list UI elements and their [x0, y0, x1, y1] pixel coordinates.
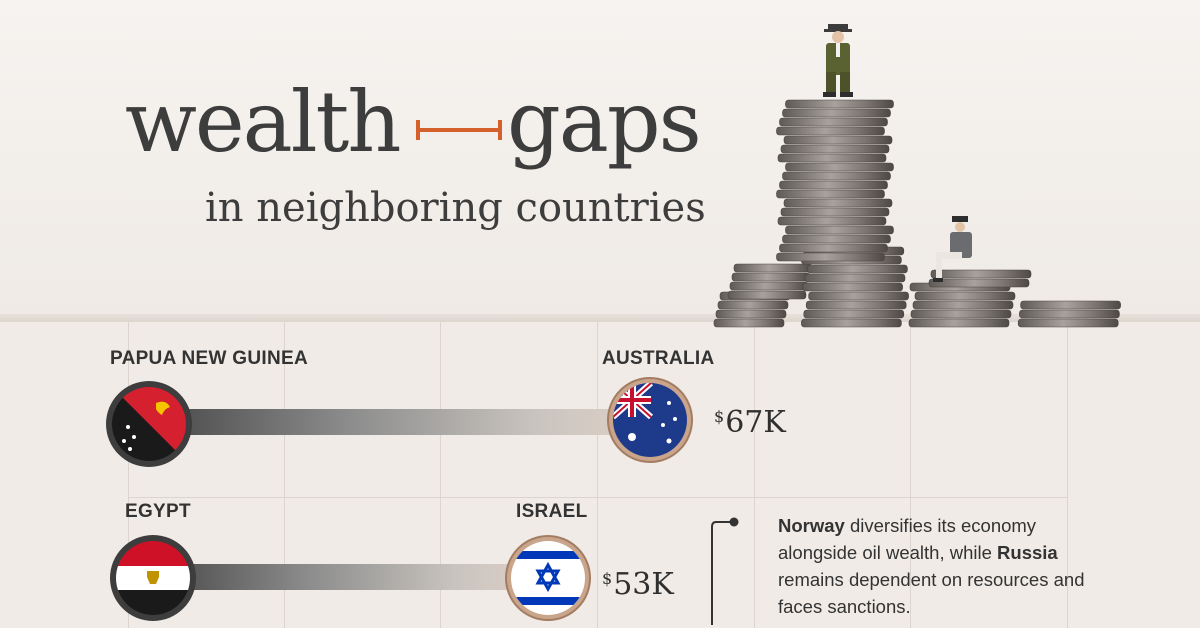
coin-layer	[731, 272, 811, 282]
coin-layer	[910, 309, 1012, 319]
egypt-flag-icon	[110, 535, 196, 621]
grid-line	[910, 320, 911, 628]
coin-layer	[785, 225, 894, 235]
israel-flag-icon	[505, 535, 591, 621]
coin-layer	[785, 162, 894, 172]
coin-layer	[808, 291, 909, 301]
coin-layer	[908, 318, 1010, 328]
coin-layer	[1017, 318, 1119, 328]
note-bold-russia: Russia	[997, 542, 1058, 563]
grid-line	[754, 320, 755, 628]
coin-layer	[783, 135, 893, 145]
businessman-figure-icon	[823, 24, 853, 97]
low-country-label: PAPUA NEW GUINEA	[110, 348, 308, 369]
high-country-label: ISRAEL	[516, 501, 588, 522]
gap-bracket-icon	[416, 120, 502, 140]
note-text: remains dependent on resources and faces…	[778, 569, 1085, 617]
coin-layer	[782, 108, 891, 118]
coin-layer	[801, 318, 902, 328]
title-word-gaps: gaps	[507, 73, 702, 171]
coin-layer	[782, 234, 891, 244]
coin-layer	[777, 153, 887, 163]
coin-layer	[717, 300, 789, 310]
coin-layer	[803, 309, 905, 319]
coin-layer	[782, 171, 891, 181]
coin-layer	[780, 144, 890, 154]
coin-layer	[912, 300, 1014, 310]
coin-layer	[1019, 309, 1120, 319]
note-text: diversifies its economy alongside oil we…	[778, 515, 1037, 563]
coin-layer	[776, 189, 885, 199]
low-country-label: EGYPT	[125, 501, 191, 522]
grid-line	[440, 320, 441, 628]
coin-layer	[777, 216, 887, 226]
grid-line	[128, 497, 1068, 498]
chart-subtitle: in neighboring countries	[205, 185, 706, 231]
coin-layer	[928, 278, 1030, 288]
note-bold-norway: Norway	[778, 515, 845, 536]
shelf-divider	[0, 314, 1200, 322]
seated-figure-icon	[933, 216, 972, 282]
coin-layer	[776, 252, 885, 262]
grid-line	[128, 320, 129, 628]
gap-value-label: $53K	[602, 567, 674, 602]
chart-title: wealth gaps	[125, 72, 725, 172]
coin-layer	[914, 291, 1016, 301]
australia-flag-icon	[607, 377, 693, 463]
coin-layer	[713, 318, 785, 328]
gap-bar	[160, 564, 530, 590]
gap-value-label: $67K	[714, 405, 786, 440]
coin-layer	[779, 117, 888, 127]
coin-layer	[715, 309, 787, 319]
coin-layer	[785, 99, 894, 109]
coin-layer	[805, 300, 907, 310]
coin-layer	[930, 269, 1032, 279]
coin-layer	[807, 264, 908, 274]
coin-stacks-illustration	[713, 24, 1121, 328]
annotation-note: Norway diversifies its economy alongside…	[778, 512, 1098, 620]
header-backdrop	[0, 0, 1200, 320]
callout-connector	[711, 517, 739, 625]
coin-layer	[779, 180, 888, 190]
coin-layer	[727, 290, 807, 300]
grid-line	[284, 320, 285, 628]
coin-layer	[780, 207, 890, 217]
title-word-wealth: wealth	[125, 73, 401, 171]
coin-layer	[733, 263, 813, 273]
papua-new-guinea-flag-icon	[106, 381, 192, 467]
coin-layer	[779, 243, 888, 253]
coin-layer	[776, 126, 885, 136]
grid-line	[1067, 320, 1068, 628]
high-country-label: AUSTRALIA	[602, 348, 715, 369]
coin-layer	[729, 281, 809, 291]
coin-layer	[783, 198, 893, 208]
coin-layer	[802, 282, 903, 292]
gap-bar	[160, 409, 630, 435]
coin-layer	[1020, 300, 1121, 310]
coin-layer	[804, 273, 906, 283]
grid-line	[597, 320, 598, 628]
